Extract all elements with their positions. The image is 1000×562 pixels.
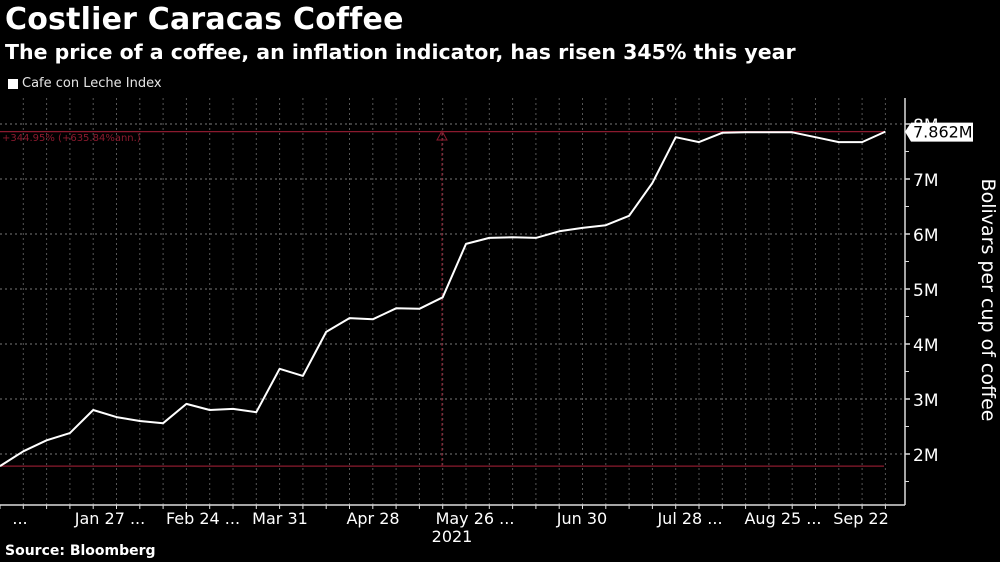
change-marker-triangle-icon: [436, 129, 448, 141]
last-value-badge: [905, 122, 973, 142]
x-tick-label: Jul 28 ...: [656, 509, 722, 528]
y-tick-label: 5M: [913, 281, 938, 301]
y-tick-label: 6M: [913, 226, 938, 246]
x-tick-label: May 26 ...: [436, 509, 515, 528]
x-tick-label: Jun 30: [556, 509, 607, 528]
x-tick-label: Feb 24 ...: [166, 509, 240, 528]
chart-subtitle: The price of a coffee, an inflation indi…: [5, 40, 796, 64]
series-line-cafe-con-leche: [0, 130, 886, 467]
change-annotation: +344.95% (+635.84%ann.): [2, 133, 141, 144]
y-tick-label: 7M: [913, 171, 938, 191]
y-tick-label: 4M: [913, 336, 938, 356]
x-year-label: 2021: [432, 527, 473, 546]
x-tick-label: Jan 27 ...: [74, 509, 145, 528]
chart-title: Costlier Caracas Coffee: [5, 2, 404, 37]
source-note: Source: Bloomberg: [5, 543, 156, 559]
legend-label: Cafe con Leche Index: [22, 76, 162, 91]
x-tick-label: Aug 25 ...: [744, 509, 821, 528]
y-tick-label: 3M: [913, 391, 938, 411]
last-value-label: 7.862M: [913, 123, 973, 142]
x-tick-label: Sep 22: [833, 509, 889, 528]
x-tick-label: Mar 31: [252, 509, 308, 528]
x-tick-label: Apr 28: [346, 509, 399, 528]
y-tick-label: 2M: [913, 446, 938, 466]
legend-swatch-icon: [8, 78, 18, 89]
x-tick-label: ...: [12, 509, 27, 528]
y-axis-title: Bolivars per cup of coffee: [977, 178, 999, 422]
legend: Cafe con Leche Index: [8, 76, 162, 91]
